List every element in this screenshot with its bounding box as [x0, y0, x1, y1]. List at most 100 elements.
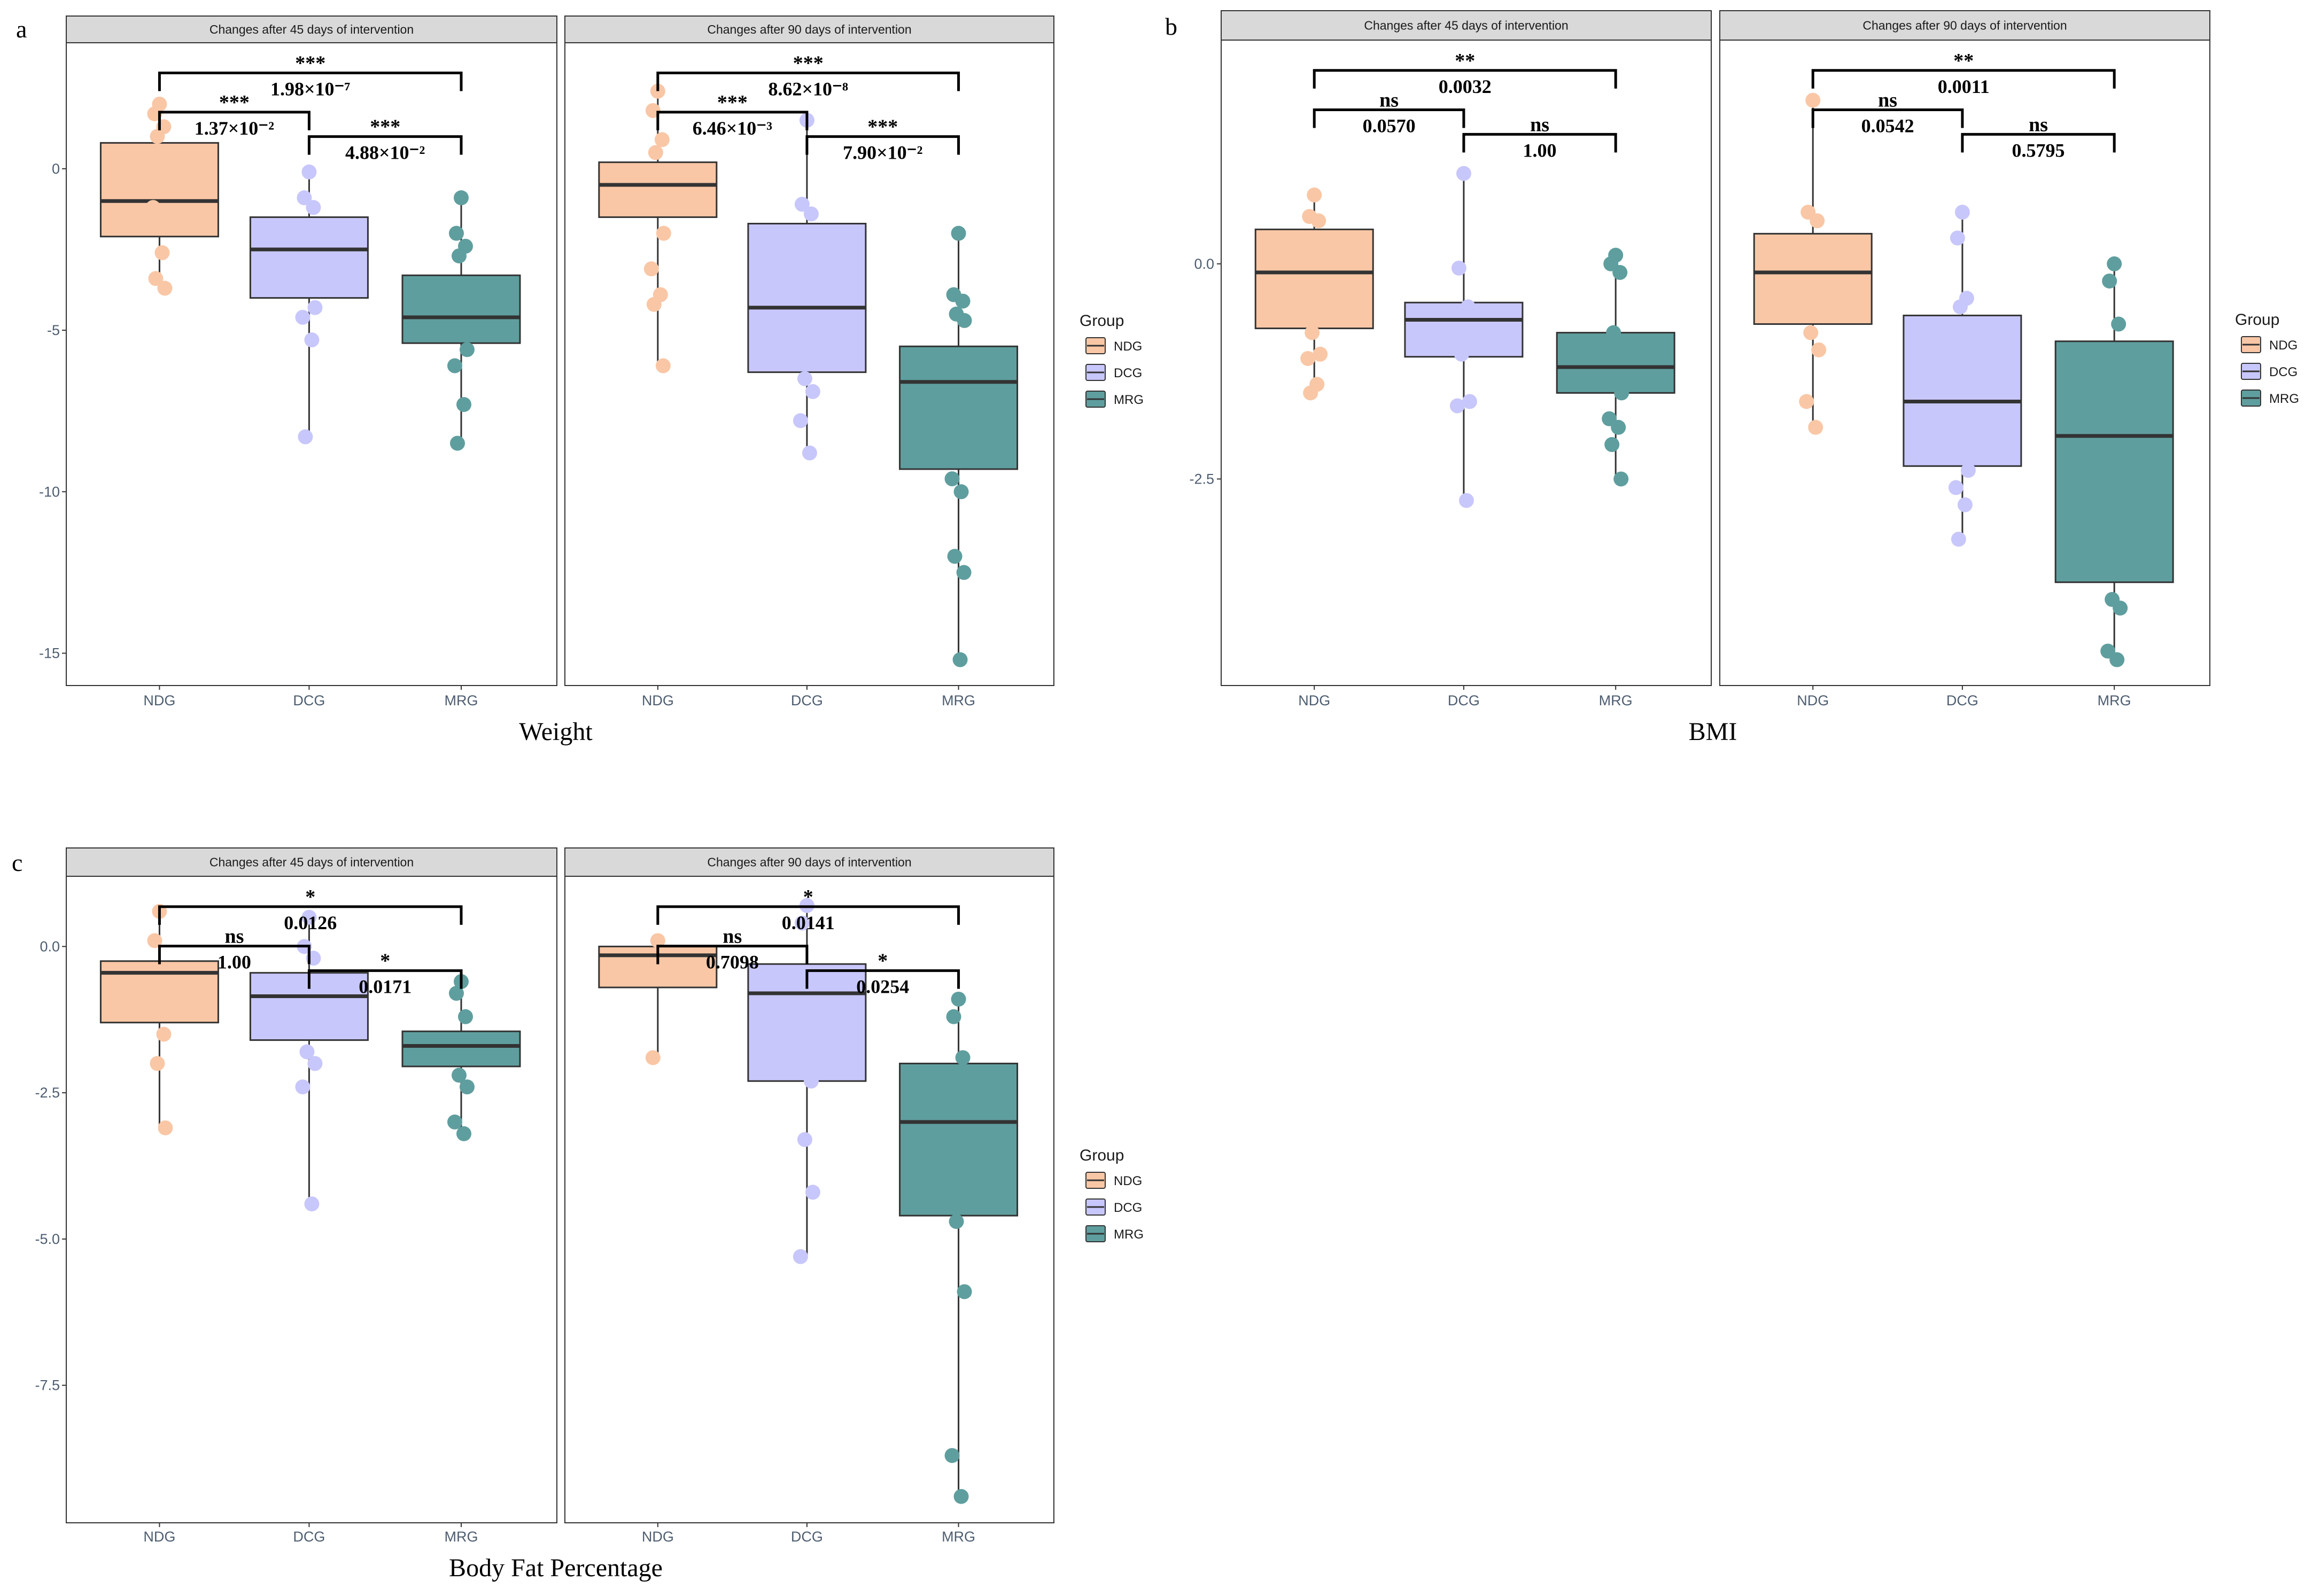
- p-value-label: 0.0126: [284, 912, 337, 933]
- p-value-label: 0.0570: [1363, 115, 1416, 136]
- box-ndg: [99, 960, 219, 1024]
- data-point: [957, 1284, 972, 1299]
- data-point: [298, 429, 313, 445]
- data-point: [451, 248, 467, 263]
- facet-strip-label: Changes after 90 days of intervention: [1862, 19, 2067, 33]
- data-point: [797, 1132, 812, 1147]
- box-mrg: [899, 1062, 1019, 1217]
- x-axis-title: BMI: [1689, 718, 1737, 746]
- y-tick-label: -15: [39, 645, 60, 661]
- data-point: [154, 245, 170, 260]
- data-point: [2111, 316, 2126, 332]
- box-mrg: [1556, 332, 1675, 394]
- p-value-label: 0.7098: [706, 952, 759, 973]
- data-point: [654, 132, 670, 147]
- p-value-label: 0.0171: [359, 976, 412, 998]
- y-tick-label: -5: [47, 322, 60, 338]
- data-point: [2102, 273, 2117, 289]
- p-value-label: 1.00: [1523, 139, 1557, 161]
- data-point: [1811, 342, 1827, 357]
- data-point: [456, 1126, 471, 1141]
- data-point: [650, 83, 665, 99]
- data-point: [803, 206, 819, 222]
- data-point: [150, 1056, 165, 1071]
- y-tick-label: 0.0: [1194, 256, 1214, 272]
- data-point: [448, 986, 464, 1001]
- x-tick-label: DCG: [791, 692, 823, 709]
- significance-label: ***: [219, 91, 250, 114]
- comparison-bracket: [1961, 133, 2116, 153]
- significance-label: ***: [867, 116, 898, 138]
- p-value-label: 0.0032: [1439, 76, 1492, 97]
- data-point: [1957, 497, 1973, 512]
- data-point: [656, 225, 671, 241]
- box-ndg: [99, 142, 219, 238]
- significance-label: *: [878, 950, 888, 972]
- data-point: [1803, 325, 1819, 340]
- data-point: [952, 652, 968, 667]
- data-point: [447, 358, 462, 373]
- data-point: [1952, 299, 1968, 315]
- x-tick-label: MRG: [444, 1529, 478, 1545]
- data-point: [1451, 260, 1466, 276]
- data-point: [643, 261, 659, 277]
- legend-title: Group: [1080, 1147, 1124, 1164]
- legend-title: Group: [1080, 312, 1124, 330]
- data-point: [1799, 394, 1814, 409]
- data-point: [304, 1196, 320, 1212]
- significance-label: ns: [723, 925, 742, 948]
- data-point: [295, 309, 311, 325]
- significance-label: *: [305, 886, 315, 908]
- data-point: [307, 1056, 323, 1071]
- data-point: [1460, 299, 1476, 315]
- legend-label: DCG: [1114, 1201, 1142, 1215]
- data-point: [1960, 463, 1976, 478]
- y-tick-label: -2.5: [1189, 471, 1214, 487]
- comparison-bracket: [307, 969, 463, 989]
- y-tick-label: 0: [52, 161, 60, 177]
- p-value-label: 0.0011: [1938, 76, 1990, 97]
- data-point: [951, 225, 966, 241]
- facet-strip: [1221, 10, 1712, 41]
- data-point: [459, 342, 475, 357]
- significance-label: ns: [224, 925, 244, 948]
- significance-label: ns: [1530, 113, 1549, 136]
- significance-label: ***: [370, 116, 400, 138]
- data-point: [1613, 471, 1629, 487]
- x-tick-label: DCG: [791, 1529, 823, 1545]
- data-point: [456, 397, 471, 412]
- y-tick-label: -2.5: [35, 1085, 60, 1101]
- data-point: [1606, 325, 1621, 340]
- data-point: [1462, 394, 1477, 409]
- data-point: [2113, 601, 2128, 616]
- data-point: [803, 1073, 819, 1089]
- data-point: [955, 293, 971, 309]
- comparison-bracket: [805, 135, 960, 155]
- x-tick-label: DCG: [293, 692, 325, 709]
- comparison-bracket: [158, 111, 311, 130]
- data-point: [802, 445, 817, 461]
- comparison-bracket: [158, 905, 463, 925]
- box-mrg: [2054, 340, 2174, 583]
- box-mrg: [401, 274, 521, 344]
- comparison-bracket: [1811, 69, 2116, 89]
- x-tick-label: NDG: [143, 692, 175, 709]
- data-point: [956, 565, 972, 580]
- comparison-bracket: [656, 111, 809, 130]
- comparison-bracket: [656, 905, 960, 925]
- facet-strip: [66, 15, 557, 43]
- data-point: [944, 471, 960, 487]
- box-mrg: [401, 1030, 521, 1068]
- box-dcg: [747, 223, 867, 373]
- p-value-label: 1.98×10⁻⁷: [270, 79, 351, 100]
- significance-label: *: [380, 950, 390, 972]
- comparison-bracket: [1313, 108, 1465, 128]
- data-point: [157, 281, 173, 296]
- data-point: [1305, 325, 1320, 340]
- facet-strip: [1719, 10, 2210, 41]
- data-point: [953, 484, 969, 500]
- significance-label: ***: [717, 91, 748, 114]
- data-point: [1303, 385, 1318, 401]
- data-point: [1948, 480, 1963, 495]
- box-dcg: [249, 216, 369, 299]
